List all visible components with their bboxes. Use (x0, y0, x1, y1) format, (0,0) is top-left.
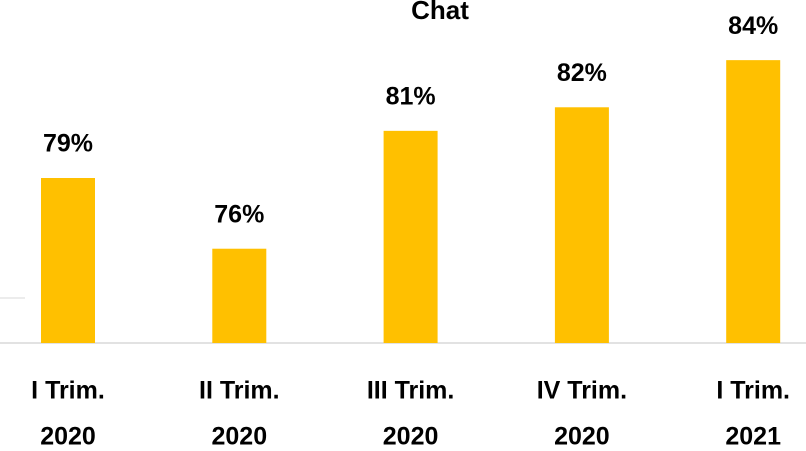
bar (554, 107, 609, 344)
data-label: 82% (557, 59, 607, 87)
data-label: 84% (728, 12, 778, 40)
x-tick-label: 2020 (40, 423, 96, 451)
data-label: 81% (386, 82, 436, 110)
x-tick-label: II Trim. (199, 377, 280, 405)
x-tick-label: III Trim. (367, 377, 455, 405)
x-tick-label: 2020 (211, 423, 267, 451)
x-tick-label: I Trim. (716, 377, 790, 405)
bar (726, 60, 781, 344)
x-tick-label: 2020 (554, 423, 610, 451)
chart-title: Chat (411, 0, 469, 25)
bar (212, 248, 267, 343)
data-label: 76% (214, 200, 264, 228)
x-tick-label: 2021 (725, 423, 781, 451)
bar (41, 178, 95, 343)
bar (383, 130, 438, 343)
x-tick-label: IV Trim. (537, 377, 627, 405)
data-label: 79% (43, 130, 93, 158)
x-tick-label: I Trim. (31, 377, 105, 405)
x-tick-label: 2020 (383, 423, 439, 451)
